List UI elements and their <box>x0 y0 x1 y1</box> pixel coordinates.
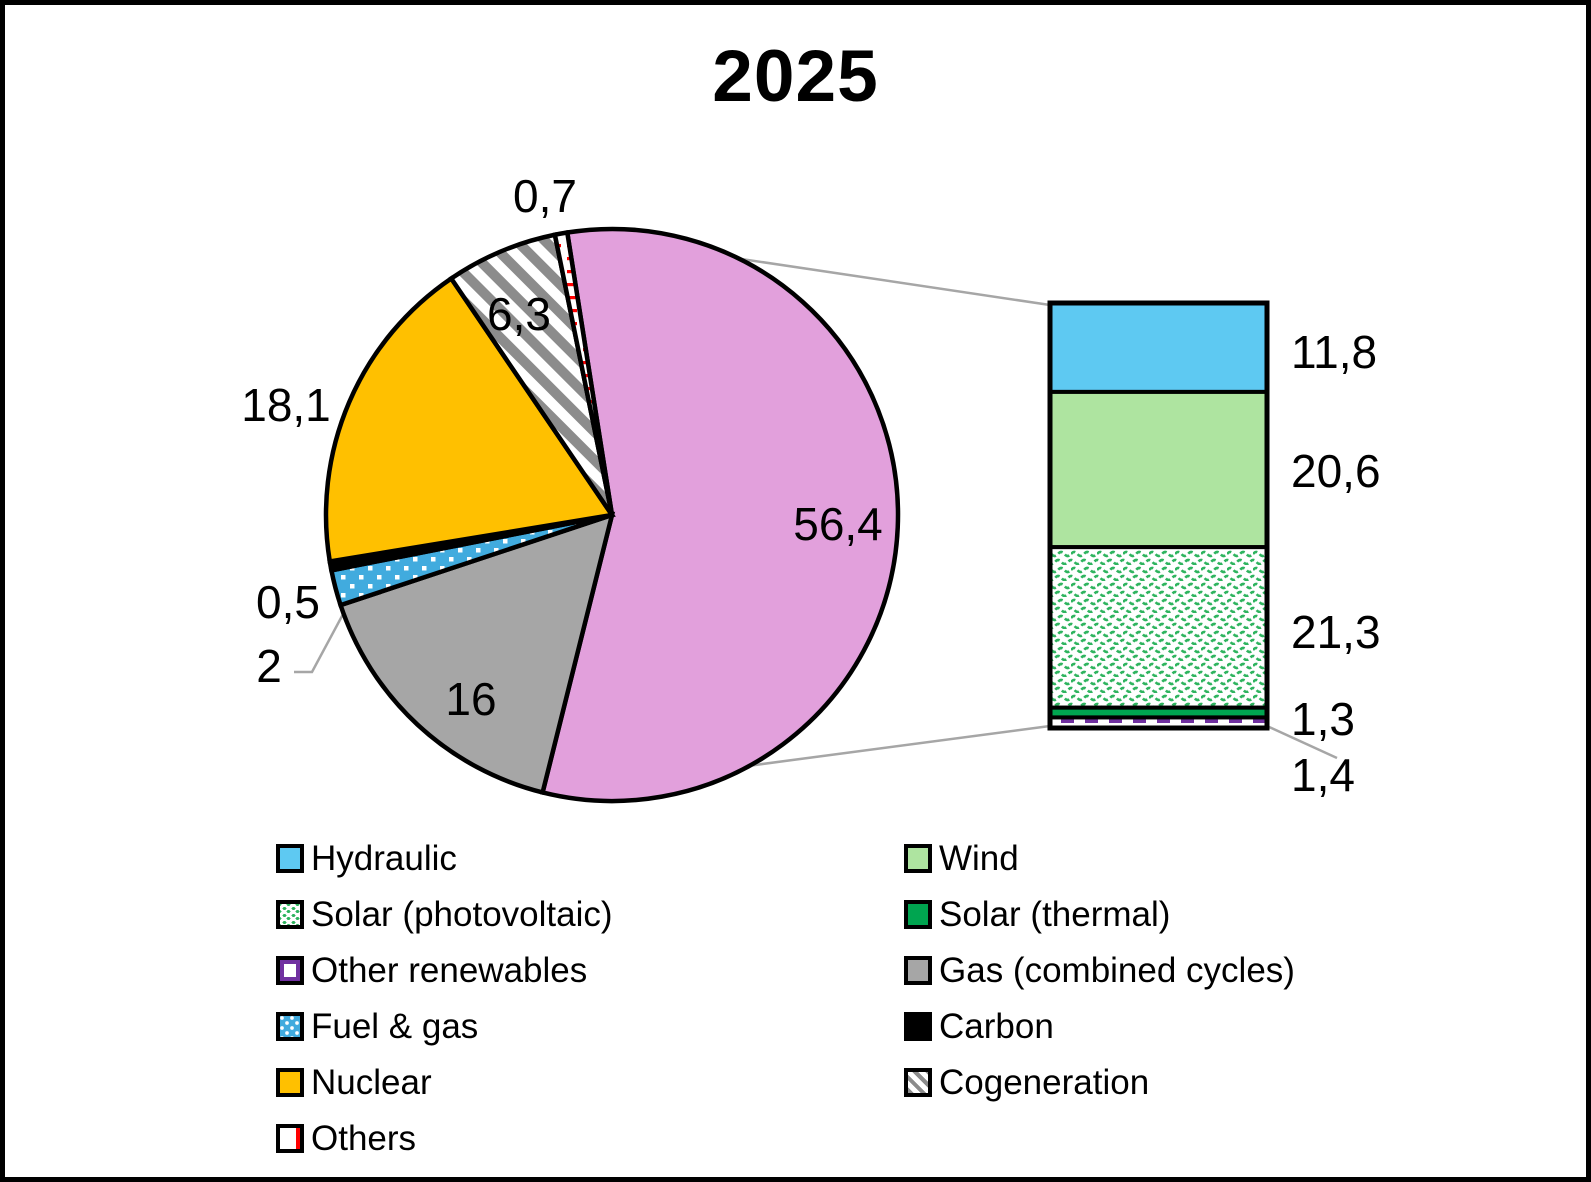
legend-item-solar_pv: Solar (photovoltaic) <box>276 894 613 934</box>
pie-of-pie-chart: 56,4 16 2 0,5 18,1 6,3 0,7 11,8 20,6 21,3 1,31,4 <box>241 170 1381 804</box>
pie-label-fuel_gas: 2 <box>256 640 282 692</box>
legend-label: Fuel & gas <box>311 1006 479 1046</box>
legend-swatch-wind <box>904 844 932 873</box>
pie <box>323 226 901 804</box>
bar-label-other_renewables: 1,4 <box>1291 749 1355 801</box>
legend-item-nuclear: Nuclear <box>276 1062 613 1102</box>
legend-label: Gas (combined cycles) <box>939 950 1295 990</box>
pie-label-cogeneration: 6,3 <box>487 288 551 340</box>
bar-outline <box>1047 300 1270 731</box>
legend: Hydraulic Solar (photovoltaic) Other renew… <box>5 5 1586 1177</box>
data-labels: 56,4 16 2 0,5 18,1 6,3 0,7 11,8 20,6 21,3 1,31,4 <box>241 170 1380 801</box>
legend-item-hydraulic: Hydraulic <box>276 838 613 878</box>
legend-swatch-hydraulic <box>276 844 304 873</box>
legend-label: Solar (photovoltaic) <box>311 894 613 934</box>
legend-item-wind: Wind <box>904 838 1295 878</box>
bar-label-wind: 20,6 <box>1291 445 1381 497</box>
legend-column-1: Wind Solar (thermal) Gas (combined cycles)… <box>904 838 1295 1102</box>
breakdown-bar <box>1047 300 1270 731</box>
pie-slice-renewables <box>539 226 901 804</box>
pie-slice-others <box>552 229 615 516</box>
legend-label: Hydraulic <box>311 838 457 878</box>
legend-swatch-carbon <box>904 1012 932 1041</box>
pie-label-gas_cc: 16 <box>445 673 496 725</box>
legend-item-gas_cc: Gas (combined cycles) <box>904 950 1295 990</box>
legend-swatch-solar_pv <box>276 900 304 929</box>
legend-label: Others <box>311 1118 417 1158</box>
legend-swatch-others <box>276 1124 304 1153</box>
pie-label-carbon: 0,5 <box>256 576 320 628</box>
legend-swatch-gas_cc <box>904 956 932 985</box>
legend-label: Cogeneration <box>939 1062 1150 1102</box>
bar-label-solar_thermal: 1,3 <box>1291 693 1355 745</box>
chart-title: 2025 <box>712 36 879 117</box>
legend-swatch-nuclear <box>276 1068 304 1097</box>
bar-label-solar_pv: 21,3 <box>1291 606 1381 658</box>
pie-label-nuclear: 18,1 <box>241 379 331 431</box>
legend-item-solar_thermal: Solar (thermal) <box>904 894 1295 934</box>
pie-slice-nuclear <box>323 275 616 565</box>
legend-label: Wind <box>939 838 1019 878</box>
legend-column-0: Hydraulic Solar (photovoltaic) Other renew… <box>276 838 613 1158</box>
bar-segment-solar_pv <box>1048 545 1269 710</box>
legend-item-others: Others <box>276 1118 613 1158</box>
legend-item-other_renewables: Other renewables <box>276 950 613 990</box>
bar-label-hydraulic: 11,8 <box>1291 326 1377 378</box>
legend-item-cogeneration: Cogeneration <box>904 1062 1295 1102</box>
legend-swatch-cogeneration <box>904 1068 932 1097</box>
legend-label: Nuclear <box>311 1062 432 1102</box>
legend-label: Other renewables <box>311 950 588 990</box>
legend-swatch-fuel_gas <box>276 1012 304 1041</box>
connector-line <box>1266 724 1338 760</box>
legend-label: Carbon <box>939 1006 1054 1046</box>
legend-item-fuel_gas: Fuel & gas <box>276 1006 613 1046</box>
pie-label-others: 0,7 <box>513 170 577 222</box>
legend-swatch-other_renewables <box>276 956 304 985</box>
legend-item-carbon: Carbon <box>904 1006 1295 1046</box>
pie-label-renewables: 56,4 <box>793 498 883 550</box>
leader-line-fuel-gas <box>294 602 351 674</box>
legend-label: Solar (thermal) <box>939 894 1171 934</box>
legend-swatch-solar_thermal <box>904 900 932 929</box>
